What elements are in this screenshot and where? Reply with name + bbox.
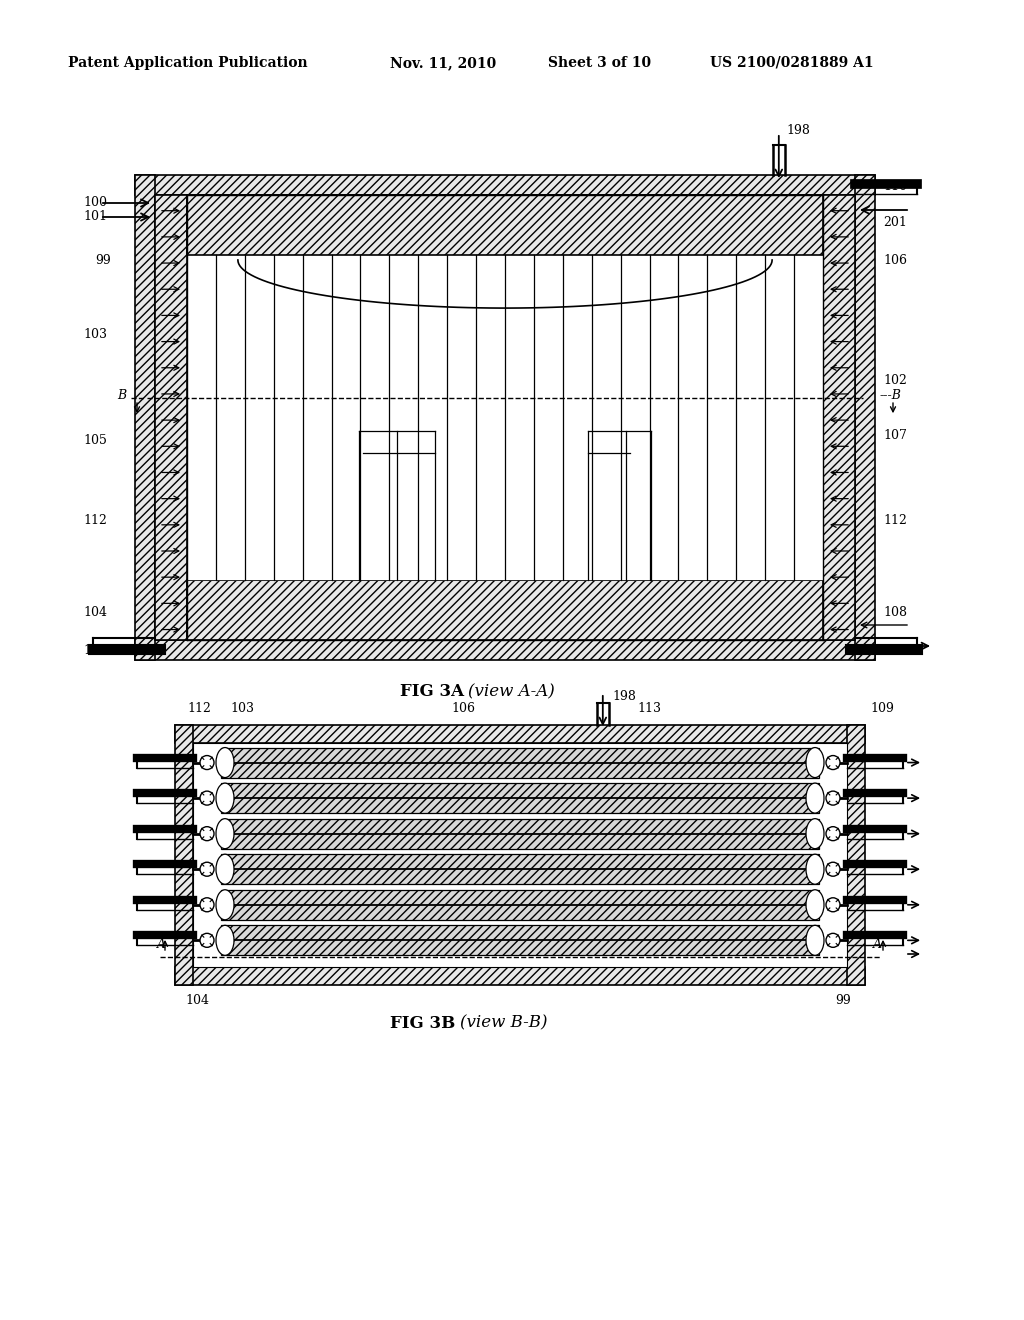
Bar	[175, 968, 865, 985]
Bar	[823, 195, 855, 640]
Bar	[221, 854, 819, 884]
Text: ---B: ---B	[880, 388, 902, 401]
Bar	[847, 725, 865, 985]
Circle shape	[826, 755, 840, 770]
Bar	[187, 579, 823, 640]
Text: 103: 103	[83, 329, 106, 342]
Text: 108: 108	[883, 606, 907, 619]
Circle shape	[200, 826, 214, 841]
Text: 112: 112	[883, 513, 907, 527]
Text: 110: 110	[883, 181, 907, 194]
Bar	[221, 925, 819, 956]
Text: 198: 198	[612, 690, 637, 704]
Circle shape	[826, 862, 840, 876]
Bar	[135, 640, 874, 660]
Text: 104: 104	[83, 606, 106, 619]
Text: 109: 109	[883, 644, 907, 656]
Bar	[221, 890, 819, 920]
Text: 112: 112	[83, 513, 106, 527]
Bar	[175, 725, 193, 985]
Ellipse shape	[216, 854, 234, 884]
Bar	[187, 255, 823, 579]
Text: 103: 103	[230, 702, 254, 715]
Text: B: B	[117, 388, 126, 401]
Text: Patent Application Publication: Patent Application Publication	[68, 55, 307, 70]
Circle shape	[826, 898, 840, 912]
Circle shape	[826, 826, 840, 841]
Text: 110: 110	[83, 644, 106, 656]
Text: FIG 3B: FIG 3B	[390, 1015, 461, 1031]
Text: 105: 105	[83, 434, 106, 447]
Bar	[193, 743, 847, 968]
Text: 99: 99	[835, 994, 851, 1007]
Circle shape	[200, 755, 214, 770]
Ellipse shape	[806, 925, 824, 956]
Text: 106: 106	[451, 702, 475, 715]
Ellipse shape	[806, 747, 824, 777]
Text: 198: 198	[786, 124, 811, 137]
Text: 106: 106	[883, 253, 907, 267]
Text: (view A-A): (view A-A)	[468, 684, 555, 701]
Ellipse shape	[806, 890, 824, 920]
Text: 99: 99	[95, 253, 111, 267]
Text: 113: 113	[638, 702, 662, 715]
Bar	[175, 725, 865, 743]
Ellipse shape	[216, 890, 234, 920]
Circle shape	[200, 898, 214, 912]
Bar	[155, 195, 187, 640]
Circle shape	[826, 791, 840, 805]
Text: A: A	[157, 939, 166, 952]
Text: 109: 109	[870, 702, 894, 715]
Bar	[221, 818, 819, 849]
Bar	[221, 747, 819, 777]
Text: 112: 112	[187, 702, 211, 715]
Ellipse shape	[806, 818, 824, 849]
Ellipse shape	[216, 783, 234, 813]
Ellipse shape	[216, 925, 234, 956]
Text: FIG 3A: FIG 3A	[400, 684, 470, 701]
Bar	[135, 176, 874, 195]
Bar	[135, 176, 155, 660]
Ellipse shape	[806, 783, 824, 813]
Circle shape	[200, 862, 214, 876]
Text: 100: 100	[83, 197, 106, 210]
Ellipse shape	[216, 818, 234, 849]
Bar	[221, 783, 819, 813]
Text: US 2100/0281889 A1: US 2100/0281889 A1	[710, 55, 873, 70]
Ellipse shape	[216, 747, 234, 777]
Text: 201: 201	[883, 216, 907, 230]
Bar	[187, 195, 823, 255]
Text: Nov. 11, 2010: Nov. 11, 2010	[390, 55, 497, 70]
Text: 101: 101	[83, 210, 106, 223]
Circle shape	[200, 791, 214, 805]
Circle shape	[200, 933, 214, 948]
Text: 107: 107	[883, 429, 907, 442]
Text: Sheet 3 of 10: Sheet 3 of 10	[548, 55, 651, 70]
Text: 102: 102	[883, 374, 907, 387]
Bar	[855, 176, 874, 660]
Circle shape	[826, 933, 840, 948]
Text: (view B-B): (view B-B)	[460, 1015, 548, 1031]
Text: A: A	[873, 939, 882, 952]
Ellipse shape	[806, 854, 824, 884]
Text: 104: 104	[185, 994, 209, 1007]
